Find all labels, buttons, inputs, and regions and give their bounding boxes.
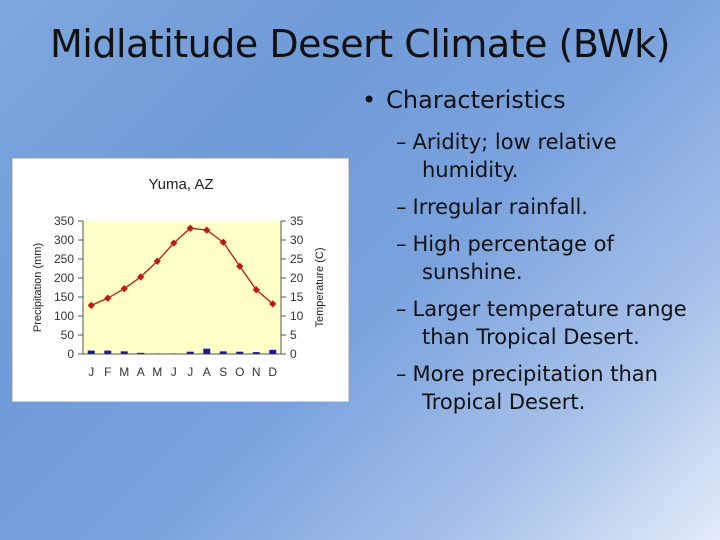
chart-title: Yuma, AZ: [148, 176, 213, 193]
precip-bar: [269, 349, 277, 354]
x-tick-label: J: [187, 365, 193, 379]
right-tick-label: 0: [290, 347, 297, 361]
precip-bar: [104, 350, 112, 354]
left-tick-label: 250: [54, 252, 74, 266]
temperature-point: [203, 226, 211, 234]
x-tick-label: F: [104, 365, 111, 379]
precip-bar: [137, 352, 145, 354]
x-tick-label: A: [203, 365, 211, 379]
precip-bar: [236, 351, 244, 354]
precip-bar: [252, 352, 260, 354]
temperature-point: [219, 238, 227, 246]
climograph: Yuma, AZ 0 50 100 150 200 250 300 350 0 5 10 15 20 25 3…: [12, 158, 349, 402]
x-tick-label: N: [252, 365, 261, 379]
temperature-point: [236, 262, 244, 270]
x-tick-label: O: [235, 365, 244, 379]
climograph-svg: Yuma, AZ 0 50 100 150 200 250 300 350 0 5 10 15 20 25 3…: [32, 176, 326, 379]
right-tick-label: 15: [290, 290, 304, 304]
left-tick-label: 200: [54, 271, 74, 285]
right-tick-label: 25: [290, 252, 304, 266]
subpoint: – High percentage of sunshine.: [396, 232, 614, 284]
subpoint: – Aridity; low relative humidity.: [396, 130, 617, 182]
left-axis-label: Precipitation (mm): [32, 243, 44, 332]
main-bullet-text: Characteristics: [386, 86, 566, 114]
x-tick-label: M: [152, 365, 162, 379]
precip-bar: [87, 350, 95, 354]
bullet-dot: •: [362, 86, 377, 114]
temperature-line: [90, 227, 274, 306]
left-tick-label: 50: [61, 328, 75, 342]
subpoint-list: – Aridity; low relative humidity. – Irregu…: [396, 128, 716, 425]
plot-area: [83, 221, 281, 354]
precip-bar: [120, 351, 128, 354]
x-tick-label: S: [219, 365, 227, 379]
precip-bar: [186, 351, 194, 354]
subpoint: – Larger temperature range than Tropical …: [396, 297, 687, 349]
left-tick-label: 150: [54, 290, 74, 304]
main-bullet: • Characteristics: [362, 86, 566, 114]
slide-title: Midlatitude Desert Climate (BWk): [50, 22, 671, 66]
subpoint: – More precipitation than Tropical Desert…: [396, 362, 658, 414]
x-tick-label: D: [268, 365, 277, 379]
right-tick-label: 5: [290, 328, 297, 342]
x-tick-label: A: [137, 365, 145, 379]
right-tick-label: 30: [290, 233, 304, 247]
temperature-point: [186, 224, 194, 232]
left-tick-label: 300: [54, 233, 74, 247]
left-tick-label: 350: [54, 214, 74, 228]
precip-bar: [203, 348, 211, 354]
x-tick-label: J: [171, 365, 177, 379]
precip-bar: [219, 351, 227, 354]
left-tick-label: 100: [54, 309, 74, 323]
temperature-point: [170, 239, 178, 247]
temperature-point: [153, 257, 161, 265]
right-axis-label: Temperature (C): [314, 247, 326, 327]
subpoint: – Irregular rainfall.: [396, 195, 588, 219]
left-tick-label: 0: [67, 347, 74, 361]
x-tick-label: M: [119, 365, 129, 379]
right-tick-label: 20: [290, 271, 304, 285]
right-tick-label: 10: [290, 309, 304, 323]
x-tick-label: J: [88, 365, 94, 379]
right-tick-label: 35: [290, 214, 304, 228]
